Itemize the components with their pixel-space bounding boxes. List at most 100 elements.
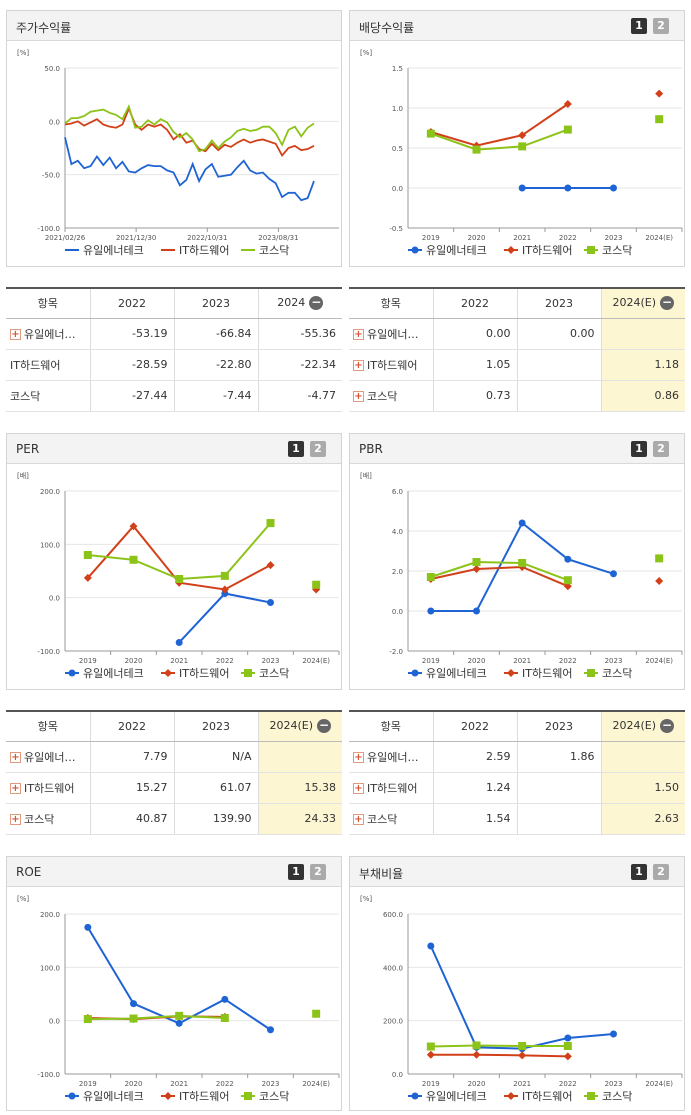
value-cell: -7.44 <box>173 380 258 412</box>
row-label: 코스닥 <box>367 389 398 403</box>
table-header-row: 항목 2022 2023 2024− <box>6 288 342 319</box>
period-button-2[interactable]: 2 <box>653 441 669 457</box>
axis-unit-label: [배] <box>360 471 372 480</box>
expand-plus-icon[interactable]: + <box>10 329 21 340</box>
y-tick-label: 0.0 <box>49 118 60 126</box>
legend-label: 코스닥 <box>259 244 289 257</box>
table-header-cell: 항목 <box>349 711 433 742</box>
value-cell: -27.44 <box>89 380 174 412</box>
data-point-company <box>564 555 572 563</box>
table-header-cell: 2023 <box>173 711 258 742</box>
data-point-company <box>84 923 92 931</box>
data-point-industry <box>518 1051 527 1060</box>
series-line-industry <box>430 1053 568 1058</box>
table-row: + 유일에너… 2.59 1.86 <box>349 741 685 773</box>
x-tick-label: 2022 <box>559 234 577 242</box>
table-row: + 유일에너… 7.79 N/A <box>6 741 342 773</box>
expand-plus-icon[interactable]: + <box>10 783 21 794</box>
period-button-1[interactable]: 1 <box>631 441 647 457</box>
period-button-1[interactable]: 1 <box>631 864 647 880</box>
table-row: IT하드웨어 -28.59 -22.80 -22.34 <box>6 349 342 381</box>
collapse-icon[interactable]: − <box>660 718 675 734</box>
row-label: 유일에너… <box>367 750 419 764</box>
value-cell <box>516 772 601 804</box>
header-text: 항목 <box>380 720 401 734</box>
expand-plus-icon[interactable]: + <box>353 391 364 402</box>
x-tick-label: 2019 <box>422 657 440 665</box>
period-button-2[interactable]: 2 <box>310 864 326 880</box>
expand-plus-icon[interactable]: + <box>353 752 364 763</box>
row-label: IT하드웨어 <box>367 781 418 795</box>
header-text: 2022 <box>118 719 146 733</box>
series-line-market <box>64 103 315 153</box>
expand-plus-icon[interactable]: + <box>353 814 364 825</box>
period-button-1[interactable]: 1 <box>288 441 304 457</box>
panel-title: ROE <box>16 865 42 879</box>
row-label-cell: + 코스닥 <box>349 380 433 412</box>
expand-plus-icon[interactable]: + <box>353 783 364 794</box>
series-line-market <box>430 1044 568 1048</box>
row-label-cell: 코스닥 <box>6 380 90 412</box>
stock-return-table: 항목 2022 2023 2024− + 유일에너… -53.19 -66.84 -55.36 I… <box>6 287 342 412</box>
expand-plus-icon[interactable]: + <box>353 360 364 371</box>
y-tick-label: 0.0 <box>49 1018 60 1026</box>
data-point-market <box>244 669 252 677</box>
data-point-industry <box>563 100 572 108</box>
series-line-company <box>178 592 271 644</box>
data-point-industry <box>266 561 275 570</box>
data-point-market <box>587 669 595 677</box>
y-tick-label: -2.0 <box>389 648 403 656</box>
collapse-icon[interactable]: − <box>660 295 675 311</box>
table-header-cell: 2022 <box>89 711 174 742</box>
header-text: 2024 <box>277 296 306 310</box>
value-cell: 139.90 <box>173 803 258 835</box>
legend-label: 코스닥 <box>602 244 632 257</box>
x-tick-label: 2019 <box>422 234 440 242</box>
data-point-market <box>472 558 481 566</box>
series-line-market <box>430 560 569 582</box>
period-button-2[interactable]: 2 <box>653 18 669 34</box>
period-button-1[interactable]: 1 <box>631 18 647 34</box>
data-point-market <box>266 519 275 528</box>
y-tick-label: 1.0 <box>392 105 403 113</box>
table-row: + 코스닥 0.73 0.86 <box>349 380 685 412</box>
data-point-market <box>563 125 572 134</box>
legend-label: IT하드웨어 <box>179 1089 229 1103</box>
row-label: IT하드웨어 <box>24 781 75 795</box>
header-text: 2024(E) <box>612 296 657 310</box>
period-button-2[interactable]: 2 <box>653 864 669 880</box>
table-header-cell: 2022 <box>432 711 517 742</box>
x-tick-label: 2021 <box>170 657 188 665</box>
expand-plus-icon[interactable]: + <box>353 329 364 340</box>
y-tick-label: 0.5 <box>392 145 403 153</box>
expand-plus-icon[interactable]: + <box>10 752 21 763</box>
row-label: 코스닥 <box>10 389 41 403</box>
x-tick-label: 2021 <box>513 234 531 242</box>
collapse-icon[interactable]: − <box>309 295 324 311</box>
data-point-industry <box>129 522 138 531</box>
header-text: 2023 <box>202 296 230 310</box>
data-point-industry <box>83 573 92 582</box>
data-point-industry <box>563 1052 572 1061</box>
x-tick-label: 2024(E) <box>302 1080 330 1088</box>
period-button-2[interactable]: 2 <box>310 441 326 457</box>
value-cell: 0.86 <box>600 380 685 412</box>
value-cell <box>257 741 342 773</box>
period-button-1[interactable]: 1 <box>288 864 304 880</box>
data-point-company <box>411 1092 419 1100</box>
row-label-cell: + IT하드웨어 <box>349 772 433 804</box>
legend-label: IT하드웨어 <box>522 243 572 257</box>
row-label-cell: IT하드웨어 <box>6 349 90 381</box>
expand-plus-icon[interactable]: + <box>10 814 21 825</box>
x-tick-label: 2021 <box>513 1080 531 1088</box>
data-point-market <box>426 129 435 138</box>
collapse-icon[interactable]: − <box>317 718 332 734</box>
legend-label: 유일에너테크 <box>426 1089 487 1103</box>
roe-chart: [%] 200.0 100.0 0.0 -100.0 2019 2020 2021 2022 20… <box>17 895 340 1103</box>
table-header-cell: 항목 <box>6 288 90 319</box>
series-line-market <box>87 1014 225 1021</box>
y-tick-label: -100.0 <box>37 648 60 656</box>
